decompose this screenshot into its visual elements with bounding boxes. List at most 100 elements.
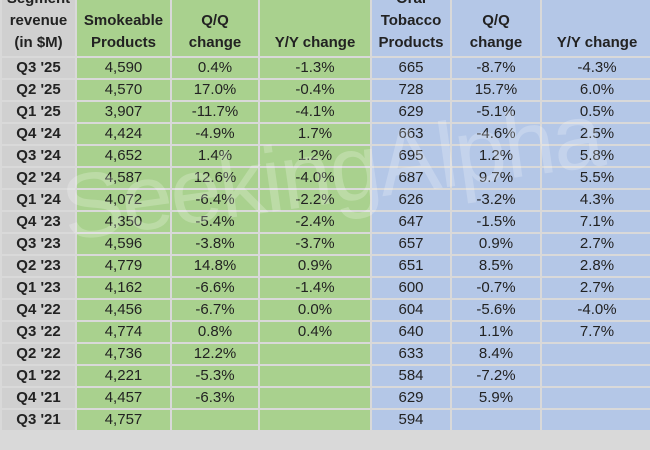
cell-oral-yy-change: 2.5%	[540, 122, 650, 146]
cell-smokeable-qq-change: 0.8%	[170, 320, 260, 344]
cell-smokeable-qq-change: 12.2%	[170, 342, 260, 366]
cell-oral-yy-change: 4.3%	[540, 188, 650, 212]
cell-oral-yy-change: -4.0%	[540, 298, 650, 322]
header-line: Y/Y change	[274, 34, 356, 51]
cell-oral-tobacco-products: 629	[370, 386, 452, 410]
header-line: Q/Q	[201, 12, 229, 29]
cell-smokeable-products: 4,774	[75, 320, 172, 344]
table-row: Q3 '21 4,757 594	[0, 408, 650, 432]
table-row: Q2 '25 4,570 17.0% -0.4% 728 15.7% 6.0%	[0, 78, 650, 102]
header-line: change	[469, 34, 523, 51]
cell-oral-tobacco-products: 626	[370, 188, 452, 212]
cell-oral-qq-change: -8.7%	[450, 56, 542, 80]
cell-smokeable-qq-change: -5.4%	[170, 210, 260, 234]
cell-segment-column: Q3 '25	[0, 56, 77, 80]
cell-smokeable-qq-change: 14.8%	[170, 254, 260, 278]
table-row: Q2 '24 4,587 12.6% -4.0% 687 9.7% 5.5%	[0, 166, 650, 190]
table-row: Q1 '24 4,072 -6.4% -2.2% 626 -3.2% 4.3%	[0, 188, 650, 212]
header-line: Products	[90, 34, 156, 51]
cell-segment-column: Q3 '24	[0, 144, 77, 168]
cell-smokeable-yy-change: -3.7%	[258, 232, 372, 256]
cell-smokeable-yy-change: -0.4%	[258, 78, 372, 102]
header-line: Products	[378, 34, 444, 51]
cell-smokeable-yy-change	[258, 408, 372, 432]
cell-smokeable-products: 4,736	[75, 342, 172, 366]
cell-smokeable-products: 4,652	[75, 144, 172, 168]
cell-segment-column: Q2 '25	[0, 78, 77, 102]
header-line: change	[188, 34, 242, 51]
cell-segment-column: Q3 '21	[0, 408, 77, 432]
cell-smokeable-qq-change: 12.6%	[170, 166, 260, 190]
cell-oral-qq-change: 1.1%	[450, 320, 542, 344]
cell-smokeable-products: 4,587	[75, 166, 172, 190]
cell-segment-column: Q4 '23	[0, 210, 77, 234]
cell-oral-qq-change: -0.7%	[450, 276, 542, 300]
cell-smokeable-yy-change	[258, 386, 372, 410]
cell-smokeable-yy-change: -2.2%	[258, 188, 372, 212]
cell-smokeable-qq-change: -6.7%	[170, 298, 260, 322]
cell-oral-qq-change: 8.4%	[450, 342, 542, 366]
cell-oral-yy-change	[540, 342, 650, 366]
table-row: Q2 '23 4,779 14.8% 0.9% 651 8.5% 2.8%	[0, 254, 650, 278]
header-oral-qq-change: Q/Q change	[450, 0, 542, 58]
cell-oral-qq-change: -7.2%	[450, 364, 542, 388]
cell-smokeable-yy-change: 1.2%	[258, 144, 372, 168]
cell-smokeable-yy-change: 0.9%	[258, 254, 372, 278]
header-line: Oral	[372, 0, 450, 10]
segment-revenue-table: Segment revenue (in $M) Smokeable Products Q/…	[0, 0, 650, 432]
header-line: Tobacco	[380, 12, 442, 29]
cell-smokeable-qq-change	[170, 408, 260, 432]
header-line: (in $M)	[14, 34, 63, 51]
cell-oral-yy-change	[540, 408, 650, 432]
cell-oral-qq-change: -5.6%	[450, 298, 542, 322]
cell-segment-column: Q4 '24	[0, 122, 77, 146]
cell-smokeable-products: 4,596	[75, 232, 172, 256]
cell-oral-yy-change: 5.5%	[540, 166, 650, 190]
cell-oral-tobacco-products: 651	[370, 254, 452, 278]
cell-smokeable-products: 4,162	[75, 276, 172, 300]
table-row: Q3 '25 4,590 0.4% -1.3% 665 -8.7% -4.3%	[0, 56, 650, 80]
table-row: Q2 '22 4,736 12.2% 633 8.4%	[0, 342, 650, 366]
cell-segment-column: Q1 '25	[0, 100, 77, 124]
cell-oral-tobacco-products: 695	[370, 144, 452, 168]
cell-segment-column: Q1 '23	[0, 276, 77, 300]
cell-smokeable-qq-change: 17.0%	[170, 78, 260, 102]
table-row: Q3 '22 4,774 0.8% 0.4% 640 1.1% 7.7%	[0, 320, 650, 344]
cell-oral-qq-change: 0.9%	[450, 232, 542, 256]
cell-oral-qq-change: -3.2%	[450, 188, 542, 212]
cell-oral-tobacco-products: 604	[370, 298, 452, 322]
table-row: Q4 '24 4,424 -4.9% 1.7% 663 -4.6% 2.5%	[0, 122, 650, 146]
cell-smokeable-yy-change: -1.3%	[258, 56, 372, 80]
table-row: Q1 '23 4,162 -6.6% -1.4% 600 -0.7% 2.7%	[0, 276, 650, 300]
header-line: Segment	[2, 0, 75, 10]
cell-oral-qq-change: 9.7%	[450, 166, 542, 190]
header-segment-column: Segment revenue (in $M)	[0, 0, 77, 58]
cell-smokeable-products: 4,590	[75, 56, 172, 80]
cell-smokeable-products: 4,424	[75, 122, 172, 146]
cell-oral-yy-change: 6.0%	[540, 78, 650, 102]
cell-oral-tobacco-products: 665	[370, 56, 452, 80]
cell-oral-qq-change: 15.7%	[450, 78, 542, 102]
cell-oral-tobacco-products: 657	[370, 232, 452, 256]
header-smokeable-qq-change: Q/Q change	[170, 0, 260, 58]
cell-segment-column: Q3 '22	[0, 320, 77, 344]
cell-oral-yy-change: 5.8%	[540, 144, 650, 168]
cell-oral-tobacco-products: 687	[370, 166, 452, 190]
cell-segment-column: Q2 '23	[0, 254, 77, 278]
cell-smokeable-yy-change	[258, 364, 372, 388]
cell-smokeable-yy-change: 1.7%	[258, 122, 372, 146]
cell-segment-column: Q1 '22	[0, 364, 77, 388]
table-row: Q1 '22 4,221 -5.3% 584 -7.2%	[0, 364, 650, 388]
cell-smokeable-products: 4,757	[75, 408, 172, 432]
cell-segment-column: Q3 '23	[0, 232, 77, 256]
cell-smokeable-products: 4,350	[75, 210, 172, 234]
cell-segment-column: Q4 '22	[0, 298, 77, 322]
cell-oral-tobacco-products: 640	[370, 320, 452, 344]
table-row: Q3 '24 4,652 1.4% 1.2% 695 1.2% 5.8%	[0, 144, 650, 168]
cell-oral-tobacco-products: 647	[370, 210, 452, 234]
cell-oral-tobacco-products: 728	[370, 78, 452, 102]
cell-oral-yy-change: 2.7%	[540, 276, 650, 300]
cell-oral-qq-change: -5.1%	[450, 100, 542, 124]
cell-smokeable-products: 4,072	[75, 188, 172, 212]
cell-oral-yy-change: -4.3%	[540, 56, 650, 80]
